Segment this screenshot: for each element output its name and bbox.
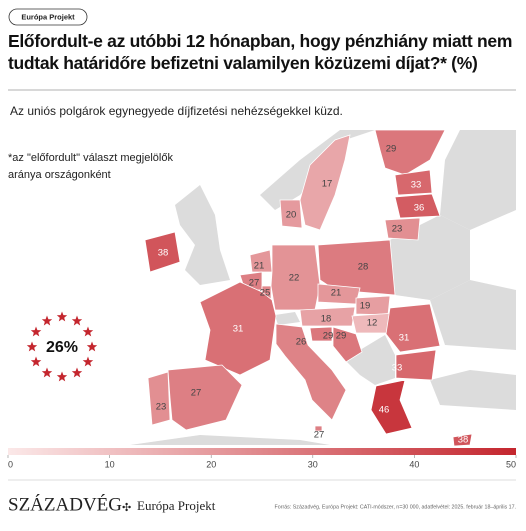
star	[41, 315, 53, 326]
badge-box	[8, 8, 88, 26]
colorbar-bar	[8, 448, 516, 455]
title: Előfordult-e az utóbbi 12 hónapban, hogy…	[8, 31, 513, 73]
region-label: 38	[444, 417, 455, 428]
star	[30, 356, 42, 367]
region-label: 27	[249, 278, 260, 289]
land	[345, 335, 395, 385]
region-label: 29	[323, 331, 334, 342]
land	[430, 370, 516, 410]
star	[41, 367, 53, 378]
region-label: 33	[392, 363, 403, 374]
land	[440, 130, 516, 230]
region-label: 28	[358, 262, 369, 273]
colorbar-tick-label: 50	[506, 459, 516, 469]
region-label: 46	[379, 405, 390, 416]
land	[275, 312, 300, 325]
subtitle: Az uniós polgárok egynegyede díjfizetési…	[10, 104, 343, 118]
land	[175, 185, 230, 285]
region-label: 33	[411, 180, 422, 191]
star	[30, 326, 42, 337]
region	[299, 134, 351, 231]
eu-stars	[26, 311, 98, 382]
colorbar: 0 10 20 30 40 50	[7, 448, 517, 469]
region-label: 31	[233, 324, 244, 335]
region-label: 12	[367, 318, 378, 329]
region	[395, 349, 437, 381]
region-label: 36	[414, 203, 425, 214]
region	[144, 231, 181, 273]
star	[56, 311, 68, 322]
region-label: 29	[386, 144, 397, 155]
region	[299, 306, 356, 327]
region	[370, 379, 413, 435]
region	[279, 199, 303, 229]
region	[394, 169, 433, 196]
region	[452, 433, 473, 447]
region-label: 31	[399, 333, 410, 344]
region	[394, 193, 441, 219]
region-label: 19	[360, 301, 371, 312]
region	[314, 425, 323, 432]
colorbar-tick-label: 0	[8, 459, 13, 469]
region	[270, 244, 321, 311]
region	[309, 326, 333, 342]
region	[275, 323, 347, 421]
star	[82, 356, 94, 367]
region-label: 21	[331, 288, 342, 299]
region-label: 23	[392, 224, 403, 235]
regions	[144, 129, 473, 447]
colorbar-tick-label: 30	[308, 459, 318, 469]
region-label: 20	[286, 210, 297, 221]
region-label: 38	[158, 248, 169, 259]
region-label: 38	[458, 435, 469, 446]
title-box: Előfordult-e az utóbbi 12 hónapban, hogy…	[8, 31, 513, 73]
region-label: 18	[321, 314, 332, 325]
region-label: 27	[314, 430, 325, 441]
region	[384, 217, 421, 241]
region	[199, 281, 277, 376]
star	[71, 367, 83, 378]
star	[82, 326, 94, 337]
brand: SZÁZADVÉG	[8, 493, 122, 515]
star	[86, 341, 98, 352]
colorbar-tick-label: 10	[105, 459, 115, 469]
logo: Európa Projekt	[137, 498, 216, 513]
land	[130, 435, 330, 445]
region-label: 17	[322, 179, 333, 190]
region	[317, 239, 396, 296]
star	[71, 315, 83, 326]
note-box: *az "előfordult" választ megjelölők arán…	[8, 152, 173, 181]
badge: Európa Projekt	[21, 12, 75, 21]
logo-mark: ✣	[122, 502, 131, 514]
region-label: 29	[336, 331, 347, 342]
land	[430, 280, 516, 350]
region	[385, 303, 441, 353]
region-label: 21	[254, 261, 265, 272]
colorbar-tick-label: 40	[409, 459, 419, 469]
region	[167, 364, 243, 431]
region	[332, 326, 363, 363]
colorbar-tick-label: 20	[206, 459, 216, 469]
note: *az "előfordult" választ megjelölők arán…	[8, 152, 173, 181]
region-label: 26	[296, 337, 307, 348]
region	[147, 371, 171, 426]
source: Forrás: Századvég, Európa Projekt: CATI-…	[275, 504, 516, 510]
region-label: 23	[156, 402, 167, 413]
region-label: 25	[260, 288, 271, 299]
eu-average: 26%	[46, 339, 78, 356]
star	[56, 371, 68, 382]
region-label: 27	[191, 388, 202, 399]
region-label: 22	[289, 273, 300, 284]
star	[26, 341, 38, 352]
